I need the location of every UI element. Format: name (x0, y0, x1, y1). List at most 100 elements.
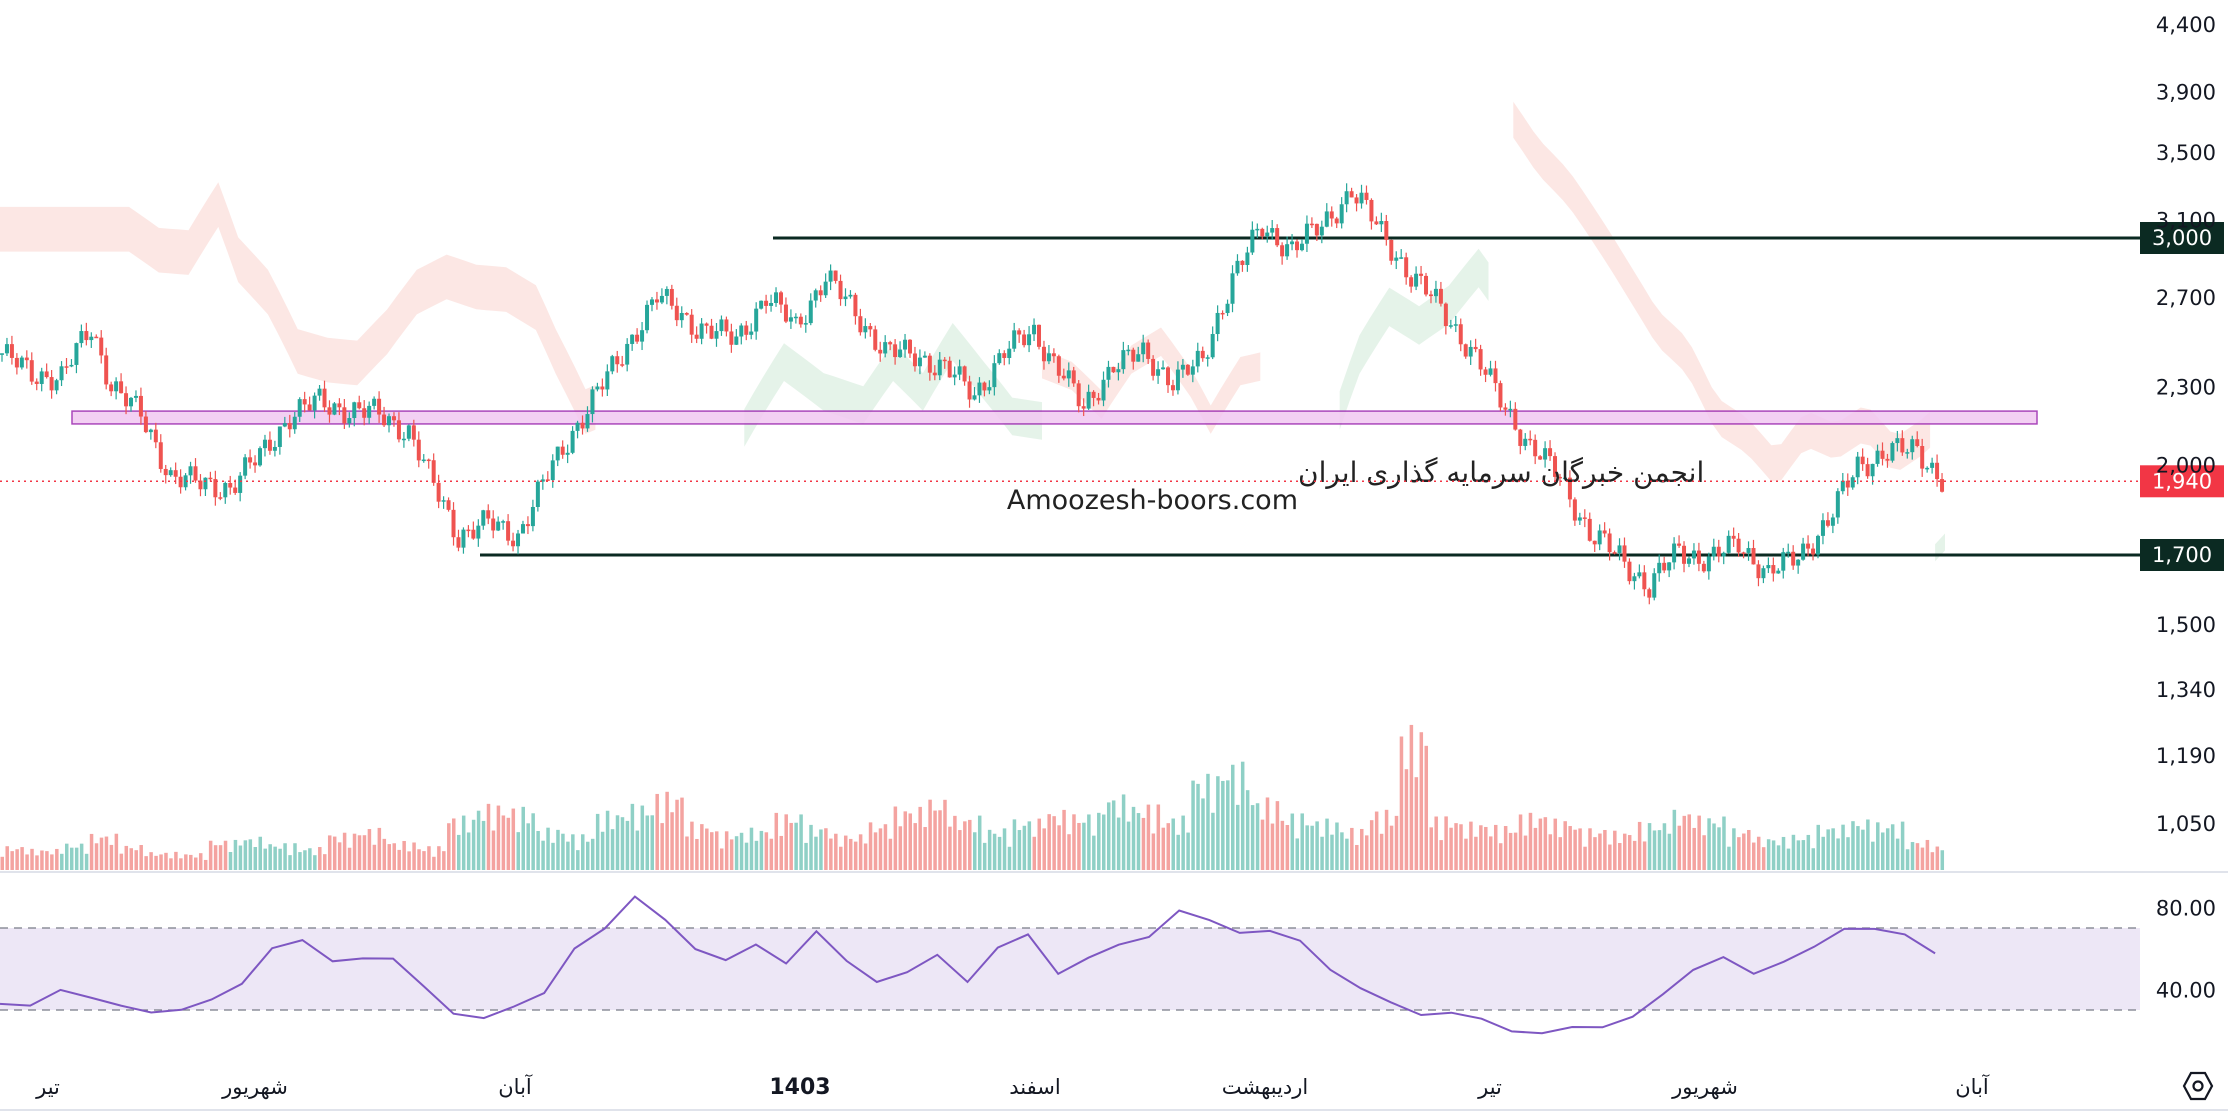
candle[interactable] (1940, 479, 1945, 492)
candle[interactable] (1111, 366, 1116, 373)
candle[interactable] (1791, 551, 1796, 566)
candle[interactable] (620, 364, 625, 366)
candle[interactable] (506, 521, 511, 541)
candle[interactable] (79, 331, 84, 344)
candle[interactable] (1796, 559, 1801, 566)
candle[interactable] (679, 313, 684, 321)
candle[interactable] (486, 510, 491, 519)
candle[interactable] (893, 344, 898, 358)
candle[interactable] (183, 475, 188, 488)
candle[interactable] (1786, 551, 1791, 554)
candle[interactable] (798, 316, 803, 325)
candle[interactable] (1905, 452, 1910, 454)
candle[interactable] (1493, 368, 1498, 384)
candle[interactable] (803, 323, 808, 325)
candle[interactable] (1037, 324, 1042, 347)
candle[interactable] (104, 355, 109, 385)
candle[interactable] (1468, 346, 1473, 357)
candle[interactable] (1686, 558, 1691, 564)
candle[interactable] (114, 381, 119, 392)
candle[interactable] (1885, 458, 1890, 461)
candle[interactable] (277, 426, 282, 447)
candle[interactable] (1726, 535, 1731, 553)
candle[interactable] (734, 336, 739, 345)
candle[interactable] (719, 319, 724, 332)
candle[interactable] (1210, 334, 1215, 358)
candle[interactable] (1642, 572, 1647, 590)
candle[interactable] (1304, 223, 1309, 244)
candle[interactable] (1597, 530, 1602, 545)
candle[interactable] (873, 329, 878, 350)
candle[interactable] (778, 292, 783, 305)
candle[interactable] (823, 281, 828, 296)
candle[interactable] (942, 359, 947, 362)
candle[interactable] (739, 325, 744, 337)
candle[interactable] (1245, 252, 1250, 266)
candle[interactable] (1121, 350, 1126, 370)
candle[interactable] (997, 353, 1002, 364)
candle[interactable] (947, 360, 952, 378)
candle[interactable] (903, 339, 908, 350)
candle[interactable] (511, 540, 516, 547)
candle[interactable] (516, 533, 521, 547)
candle[interactable] (1091, 391, 1096, 398)
candle[interactable] (1801, 543, 1806, 560)
candle[interactable] (34, 381, 39, 384)
candle[interactable] (1195, 350, 1200, 367)
candle[interactable] (724, 319, 729, 332)
candle[interactable] (1935, 462, 1940, 480)
candle[interactable] (1736, 538, 1741, 553)
candle[interactable] (163, 468, 168, 476)
resistance-zone[interactable] (71, 410, 2038, 425)
candle[interactable] (1577, 517, 1582, 521)
candle[interactable] (1344, 191, 1349, 205)
candle[interactable] (1652, 573, 1657, 598)
candle[interactable] (1180, 364, 1185, 370)
candle[interactable] (1424, 275, 1429, 295)
candle[interactable] (1433, 288, 1438, 297)
candle[interactable] (1567, 477, 1572, 500)
price-axis[interactable]: 4,400 3,900 3,500 3,100 2,700 2,300 2,000 1,500… (2156, 13, 2216, 836)
candle[interactable] (1012, 330, 1017, 349)
candle[interactable] (248, 457, 253, 463)
rsi-line[interactable] (0, 895, 1936, 1035)
candle[interactable] (382, 414, 387, 426)
candle[interactable] (684, 313, 689, 315)
candle[interactable] (1225, 303, 1230, 314)
candle[interactable] (575, 422, 580, 431)
candle[interactable] (560, 446, 565, 455)
candle[interactable] (1126, 349, 1131, 352)
candle[interactable] (391, 416, 396, 421)
candle[interactable] (272, 446, 277, 451)
candle[interactable] (1662, 562, 1667, 571)
candle[interactable] (372, 398, 377, 406)
candle[interactable] (1716, 546, 1721, 557)
candle[interactable] (337, 403, 342, 408)
candle[interactable] (377, 398, 382, 415)
candle[interactable] (213, 479, 218, 498)
candle[interactable] (1056, 356, 1061, 376)
candle[interactable] (302, 399, 307, 405)
candle[interactable] (1061, 375, 1066, 379)
time-axis[interactable]: تیر شهریور آبان 1403 اسفند اردیبهشت تیر شهریور آ… (35, 1074, 1990, 1100)
candle[interactable] (1200, 350, 1205, 359)
candle[interactable] (431, 460, 436, 483)
candle[interactable] (992, 363, 997, 388)
candle[interactable] (1870, 463, 1875, 477)
candle[interactable] (233, 487, 238, 493)
zone-rect[interactable] (71, 410, 2038, 425)
candle[interactable] (421, 459, 426, 462)
candle[interactable] (322, 388, 327, 408)
candle[interactable] (84, 331, 89, 341)
candle[interactable] (1240, 260, 1245, 266)
candle[interactable] (1071, 370, 1076, 384)
candle[interactable] (124, 393, 129, 407)
candle[interactable] (1170, 385, 1175, 391)
candle[interactable] (1051, 353, 1056, 357)
candle[interactable] (1389, 239, 1394, 261)
candle[interactable] (1438, 288, 1443, 304)
candle[interactable] (1657, 562, 1662, 574)
candle[interactable] (1419, 273, 1424, 276)
candle[interactable] (1607, 533, 1612, 553)
candle[interactable] (267, 439, 272, 451)
